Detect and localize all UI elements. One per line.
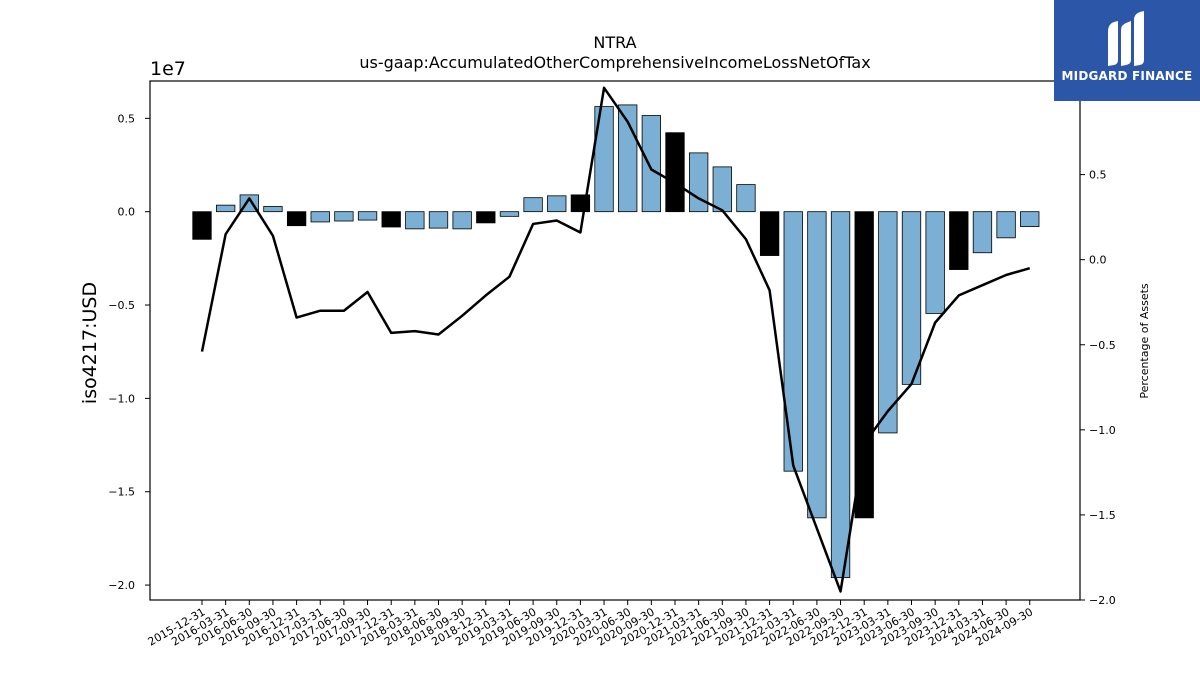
bar — [972, 211, 993, 254]
y-tick-label: 0.0 — [118, 206, 136, 219]
bar — [476, 211, 496, 224]
y-axis-label: iso4217:USD — [79, 282, 101, 404]
bar — [499, 211, 520, 217]
bar — [334, 211, 354, 222]
y2-tick-label: −0.5 — [1089, 339, 1116, 352]
y-axis-offset-label: 1e7 — [150, 58, 186, 80]
series-line — [200, 86, 1031, 593]
bar — [310, 211, 330, 223]
y-tick-label: −2.0 — [108, 579, 135, 592]
y2-tick-label: −1.0 — [1089, 424, 1116, 437]
bars-group — [192, 104, 1040, 578]
bar — [192, 211, 212, 240]
y-tick-label: −1.0 — [108, 392, 135, 405]
y2-tick-label: 0.5 — [1089, 169, 1107, 182]
bar — [949, 211, 969, 270]
bar — [523, 197, 543, 213]
bar — [783, 211, 803, 472]
y2-tick-label: 0.0 — [1089, 254, 1107, 267]
bar — [357, 211, 378, 221]
y2-tick-label: −1.5 — [1089, 509, 1116, 522]
logo-text: MIDGARD FINANCE — [1061, 69, 1193, 83]
bar — [925, 211, 945, 314]
bar — [712, 166, 732, 213]
bar — [854, 211, 874, 519]
bar — [830, 211, 851, 578]
bar — [736, 184, 756, 213]
y2-axis-label: Percentage of Assets — [1138, 283, 1151, 399]
chart-title: NTRA — [593, 33, 636, 52]
bar — [689, 152, 709, 213]
midgard-finance-logo: MIDGARD FINANCE — [1054, 0, 1200, 101]
bar — [547, 195, 567, 213]
bar — [215, 204, 236, 213]
bar — [381, 211, 401, 228]
y-tick-label: 0.5 — [118, 112, 136, 125]
y2-tick-label: −2.0 — [1089, 594, 1116, 607]
chart-subtitle: us-gaap:AccumulatedOtherComprehensiveInc… — [359, 53, 870, 72]
bar — [1020, 211, 1040, 228]
line-group — [200, 86, 1031, 593]
bar — [807, 211, 827, 519]
bar — [665, 132, 685, 213]
bar — [878, 211, 898, 434]
bar — [901, 211, 922, 385]
bar — [263, 206, 283, 213]
bar — [405, 211, 425, 230]
logo-mark-icon — [1108, 11, 1144, 66]
bar — [286, 211, 307, 227]
bar — [996, 211, 1016, 239]
bar — [428, 211, 449, 229]
plot-frame — [149, 80, 1081, 601]
y-tick-label: −1.5 — [108, 486, 135, 499]
y-tick-label: −0.5 — [108, 299, 135, 312]
bar — [641, 115, 661, 213]
bar — [759, 211, 780, 256]
bar — [594, 106, 614, 213]
axes-group: 0.50.0−0.5−1.0−1.5−2.01.00.50.0−0.5−1.0−… — [108, 80, 1116, 649]
bar — [452, 211, 472, 230]
